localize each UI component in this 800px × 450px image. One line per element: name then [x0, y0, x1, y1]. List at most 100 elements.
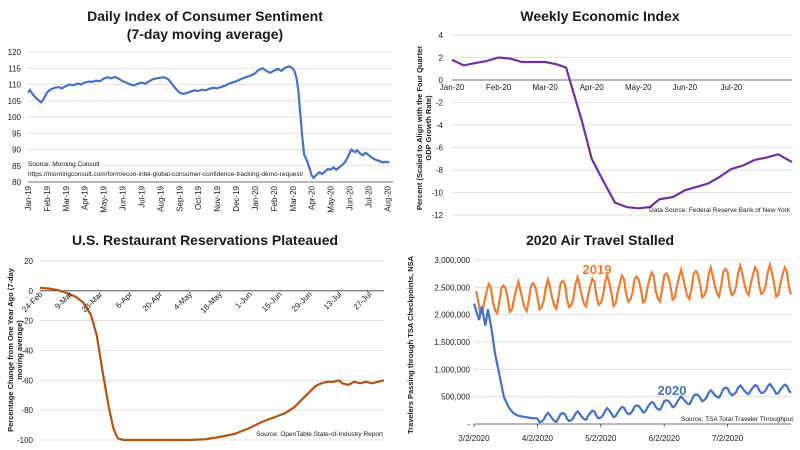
y-tick-label: 2 [439, 54, 444, 63]
x-tick-label: Mar-20 [289, 185, 298, 211]
x-tick-label: Jun-20 [673, 83, 698, 92]
y-tick-label: 95 [12, 129, 21, 138]
y-tick-label: -60 [21, 376, 33, 385]
y-tick-label: 0 [439, 76, 444, 85]
y-tick-label: -100 [17, 436, 34, 445]
x-tick-label: Aug-19 [156, 185, 165, 211]
y-tick-label: 115 [8, 64, 21, 73]
chart-title-line-2: (7-day moving average) [127, 26, 283, 42]
series-label-2019: 2019 [583, 262, 612, 277]
series-label-2020: 2020 [658, 383, 687, 398]
x-tick-label: Nov-19 [213, 185, 222, 211]
chart-title: 2020 Air Travel Stalled [526, 232, 674, 248]
x-tick-label: 4-May [172, 290, 194, 312]
y-tick-label: -10 [431, 189, 443, 198]
x-tick-label: 13-Jul [322, 290, 344, 312]
y-tick-label: 500,000 [441, 393, 470, 402]
source-note: Source: OpenTable State-of-Industry Repo… [256, 431, 383, 438]
x-tick-label: 29-Jun [290, 290, 314, 314]
y-tick-label: 90 [12, 146, 21, 155]
y-tick-label: 20 [24, 257, 33, 266]
chart-weekly-economic-index: Weekly Economic Index -12-10-8-6-4-2024 … [415, 8, 793, 220]
sentiment-line [27, 65, 390, 180]
series-2020-line [472, 303, 792, 424]
source-note: Data Source: Federal Reserve Bank of New… [649, 207, 791, 214]
x-tick-label: Jul-19 [137, 185, 146, 207]
y-tick-label: 4 [439, 31, 444, 40]
y-tick-label: 85 [12, 162, 21, 171]
x-tick-label: 6-Apr [114, 290, 134, 310]
y-tick-label: 110 [8, 81, 21, 90]
x-ticks: Jan-20 Feb-20 Mar-20 Apr-20 May-20 Jun-20 Jul-… [440, 83, 743, 92]
y-tick-label: 2,500,000 [434, 283, 470, 292]
y-axis-label: Travelers Passing through TSA Checkpoint… [406, 255, 415, 434]
y-tick-label: -2 [436, 99, 444, 108]
x-tick-label: 1-Jun [233, 290, 254, 311]
gridlines [28, 51, 393, 183]
x-tick-label: Apr-19 [81, 185, 90, 210]
x-tick-label: Apr-20 [308, 185, 317, 210]
chart-restaurant-reservations: U.S. Restaurant Reservations Plateaued -… [6, 232, 385, 445]
y-axis-label-line-2: GDP Growth Rate) [424, 95, 433, 161]
y-ticks: -100 -80 -60 -40 -20 0 20 [17, 257, 34, 445]
y-axis-label-line-1: Percentage Change from One Year Ago (7-d… [6, 267, 15, 432]
x-tick-label: Jun-19 [119, 185, 128, 210]
y-tick-label: -20 [21, 317, 33, 326]
x-tick-label: 15-Jun [260, 290, 284, 314]
chart-title: U.S. Restaurant Reservations Plateaued [72, 232, 338, 248]
y-tick-label: -4 [436, 121, 444, 130]
x-tick-label: 6/2/2020 [649, 434, 681, 443]
y-ticks: - 500,000 1,000,000 1,500,000 2,000,000 2,500… [434, 256, 470, 429]
x-tick-label: 7/2/2020 [712, 434, 744, 443]
x-tick-label: Mar-19 [62, 185, 71, 211]
y-tick-label: 2,000,000 [434, 311, 470, 320]
gridlines [474, 259, 791, 425]
x-tick-label: May-19 [100, 185, 109, 212]
x-tick-label: 27-Jul [352, 290, 374, 312]
x-tick-label: May-20 [327, 185, 336, 212]
y-axis-label-line-1: Percent (Scaled to Align with the Four Q… [415, 46, 424, 210]
reservations-line [39, 286, 385, 442]
x-tick-label: Jan-20 [440, 83, 465, 92]
x-tick-label: Jan-19 [24, 185, 33, 210]
y-axis-label-line-2: moving average) [15, 320, 24, 380]
y-tick-label: -8 [436, 166, 444, 175]
x-tick-label: Apr-20 [580, 83, 605, 92]
x-tick-label: 3/2/2020 [458, 434, 490, 443]
y-tick-label: 0 [29, 287, 34, 296]
x-tick-label: Jun-20 [346, 185, 355, 210]
source-note: Source: TSA Total Traveler Throughput [681, 416, 793, 423]
y-tick-label: -12 [431, 211, 443, 220]
x-tick-label: 20-Apr [141, 290, 165, 314]
y-tick-label: 80 [12, 178, 21, 187]
y-tick-label: 1,000,000 [434, 365, 470, 374]
chart-title: Weekly Economic Index [520, 8, 679, 24]
x-tick-label: Dec-19 [232, 185, 241, 211]
chart-title-line-1: Daily Index of Consumer Sentiment [87, 8, 323, 24]
gridlines [452, 34, 792, 216]
y-ticks: 80 85 90 95 100 105 110 115 120 [8, 48, 22, 187]
y-tick-label: 100 [8, 113, 22, 122]
x-tick-label: Jul-20 [721, 83, 743, 92]
source-line-2: https://morningconsult.com/form/econ-int… [28, 171, 303, 178]
y-tick-label: 3,000,000 [434, 256, 470, 265]
y-tick-label: -80 [21, 406, 33, 415]
gridlines [40, 260, 384, 441]
series-2019-line [475, 260, 793, 316]
x-tick-label: Aug-20 [383, 185, 392, 211]
x-tick-label: Oct-19 [194, 185, 203, 210]
y-tick-label: -40 [21, 347, 33, 356]
x-tick-label: Sep-19 [175, 185, 184, 211]
y-ticks: -12 -10 -8 -6 -4 -2 0 2 4 [431, 31, 443, 220]
source-line-1: Source: Morning Consult [28, 161, 100, 168]
y-tick-label: 120 [8, 48, 22, 57]
x-tick-label: Jul-20 [364, 185, 373, 207]
wei-line [451, 56, 793, 210]
x-ticks: 3/2/2020 4/2/2020 5/2/2020 6/2/2020 7/2/2020 [458, 424, 744, 443]
x-tick-label: 4/2/2020 [522, 434, 554, 443]
x-tick-label: Feb-20 [270, 185, 279, 211]
y-tick-label: 105 [8, 97, 22, 106]
x-tick-label: 5/2/2020 [585, 434, 617, 443]
x-tick-label: 9-Mar [53, 290, 74, 311]
